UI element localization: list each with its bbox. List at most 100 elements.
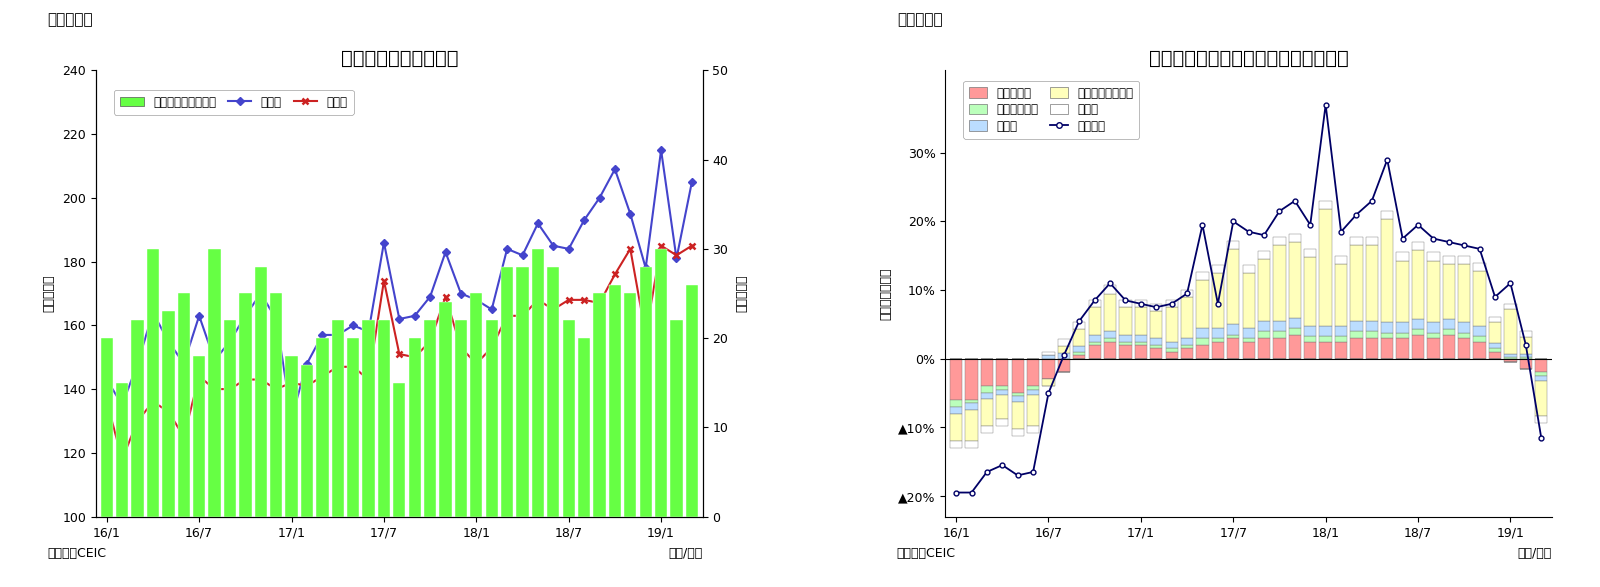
- Bar: [1443, 264, 1454, 319]
- Bar: [1227, 249, 1240, 325]
- Bar: [301, 365, 314, 517]
- Bar: [1011, 402, 1024, 430]
- Bar: [1350, 321, 1363, 331]
- Bar: [1534, 359, 1547, 372]
- Bar: [1520, 354, 1531, 357]
- Bar: [1274, 245, 1286, 321]
- Bar: [1042, 359, 1054, 379]
- Bar: [1011, 396, 1024, 402]
- Bar: [1027, 359, 1040, 386]
- Bar: [470, 294, 483, 517]
- Bar: [1458, 256, 1470, 264]
- Bar: [1397, 261, 1410, 322]
- Bar: [1027, 395, 1040, 426]
- Bar: [1243, 342, 1254, 359]
- Bar: [1165, 301, 1178, 307]
- Bar: [1474, 336, 1486, 342]
- Bar: [1474, 326, 1486, 336]
- Bar: [162, 311, 174, 517]
- Bar: [1427, 322, 1440, 333]
- Bar: [1458, 338, 1470, 359]
- Bar: [1458, 322, 1470, 333]
- Bar: [1227, 325, 1240, 335]
- Bar: [1258, 251, 1270, 259]
- Bar: [1197, 338, 1208, 345]
- Bar: [1350, 331, 1363, 338]
- Legend: 鉱物性燃料, 動植物性油脂, 製造品, 機械・輸送用機器, その他, 輸出合計: 鉱物性燃料, 動植物性油脂, 製造品, 機械・輸送用機器, その他, 輸出合計: [963, 81, 1139, 139]
- Bar: [965, 441, 978, 448]
- Bar: [1320, 201, 1331, 209]
- Text: （年/月）: （年/月）: [669, 546, 702, 560]
- Bar: [1366, 245, 1378, 321]
- Bar: [1150, 304, 1163, 311]
- Bar: [670, 321, 683, 517]
- Bar: [624, 294, 637, 517]
- Bar: [424, 321, 437, 517]
- Bar: [224, 321, 237, 517]
- Bar: [1134, 335, 1147, 342]
- Bar: [997, 390, 1008, 395]
- Bar: [1427, 338, 1440, 359]
- Bar: [1074, 322, 1085, 329]
- Bar: [1504, 357, 1517, 359]
- Bar: [1211, 338, 1224, 342]
- Bar: [1104, 342, 1117, 359]
- Bar: [965, 410, 978, 441]
- Bar: [1150, 349, 1163, 359]
- Bar: [1366, 321, 1378, 331]
- Bar: [981, 386, 994, 393]
- Bar: [1350, 237, 1363, 245]
- Bar: [1320, 209, 1331, 326]
- Bar: [997, 359, 1008, 386]
- Bar: [531, 249, 544, 517]
- Bar: [1258, 338, 1270, 359]
- Bar: [1134, 342, 1147, 345]
- Bar: [1042, 379, 1054, 386]
- Title: マレーシア　輸出の伸び率（品目別）: マレーシア 輸出の伸び率（品目別）: [1149, 49, 1349, 68]
- Bar: [1027, 386, 1040, 390]
- Bar: [285, 356, 298, 517]
- Bar: [1397, 322, 1410, 333]
- Bar: [981, 426, 994, 433]
- Bar: [1381, 220, 1394, 322]
- Bar: [1197, 280, 1208, 328]
- Bar: [1104, 285, 1117, 294]
- Bar: [1027, 390, 1040, 395]
- Bar: [1474, 262, 1486, 271]
- Bar: [1334, 256, 1347, 264]
- Bar: [1534, 372, 1547, 376]
- Bar: [1334, 326, 1347, 336]
- Y-axis label: （億ドル）: （億ドル）: [43, 275, 56, 312]
- Bar: [547, 266, 560, 517]
- Bar: [1027, 426, 1040, 433]
- Bar: [317, 338, 328, 517]
- Bar: [1366, 237, 1378, 245]
- Bar: [1520, 357, 1531, 359]
- Bar: [1274, 338, 1286, 359]
- Bar: [950, 359, 962, 400]
- Bar: [1334, 342, 1347, 359]
- Bar: [1320, 342, 1331, 359]
- Bar: [997, 386, 1008, 390]
- Bar: [1104, 331, 1117, 338]
- Bar: [1197, 328, 1208, 338]
- Bar: [1427, 261, 1440, 322]
- Bar: [1397, 252, 1410, 261]
- Bar: [1088, 345, 1101, 359]
- Bar: [950, 414, 962, 441]
- Bar: [1304, 336, 1317, 342]
- Bar: [981, 399, 994, 426]
- Bar: [1227, 241, 1240, 249]
- Bar: [1458, 333, 1470, 338]
- Bar: [965, 403, 978, 410]
- Bar: [1274, 331, 1286, 338]
- Bar: [1134, 345, 1147, 359]
- Bar: [1534, 416, 1547, 423]
- Bar: [1120, 301, 1131, 307]
- Bar: [117, 383, 128, 517]
- Bar: [1443, 256, 1454, 264]
- Bar: [1520, 331, 1531, 337]
- Bar: [1197, 345, 1208, 359]
- Bar: [1042, 352, 1054, 355]
- Bar: [1227, 335, 1240, 338]
